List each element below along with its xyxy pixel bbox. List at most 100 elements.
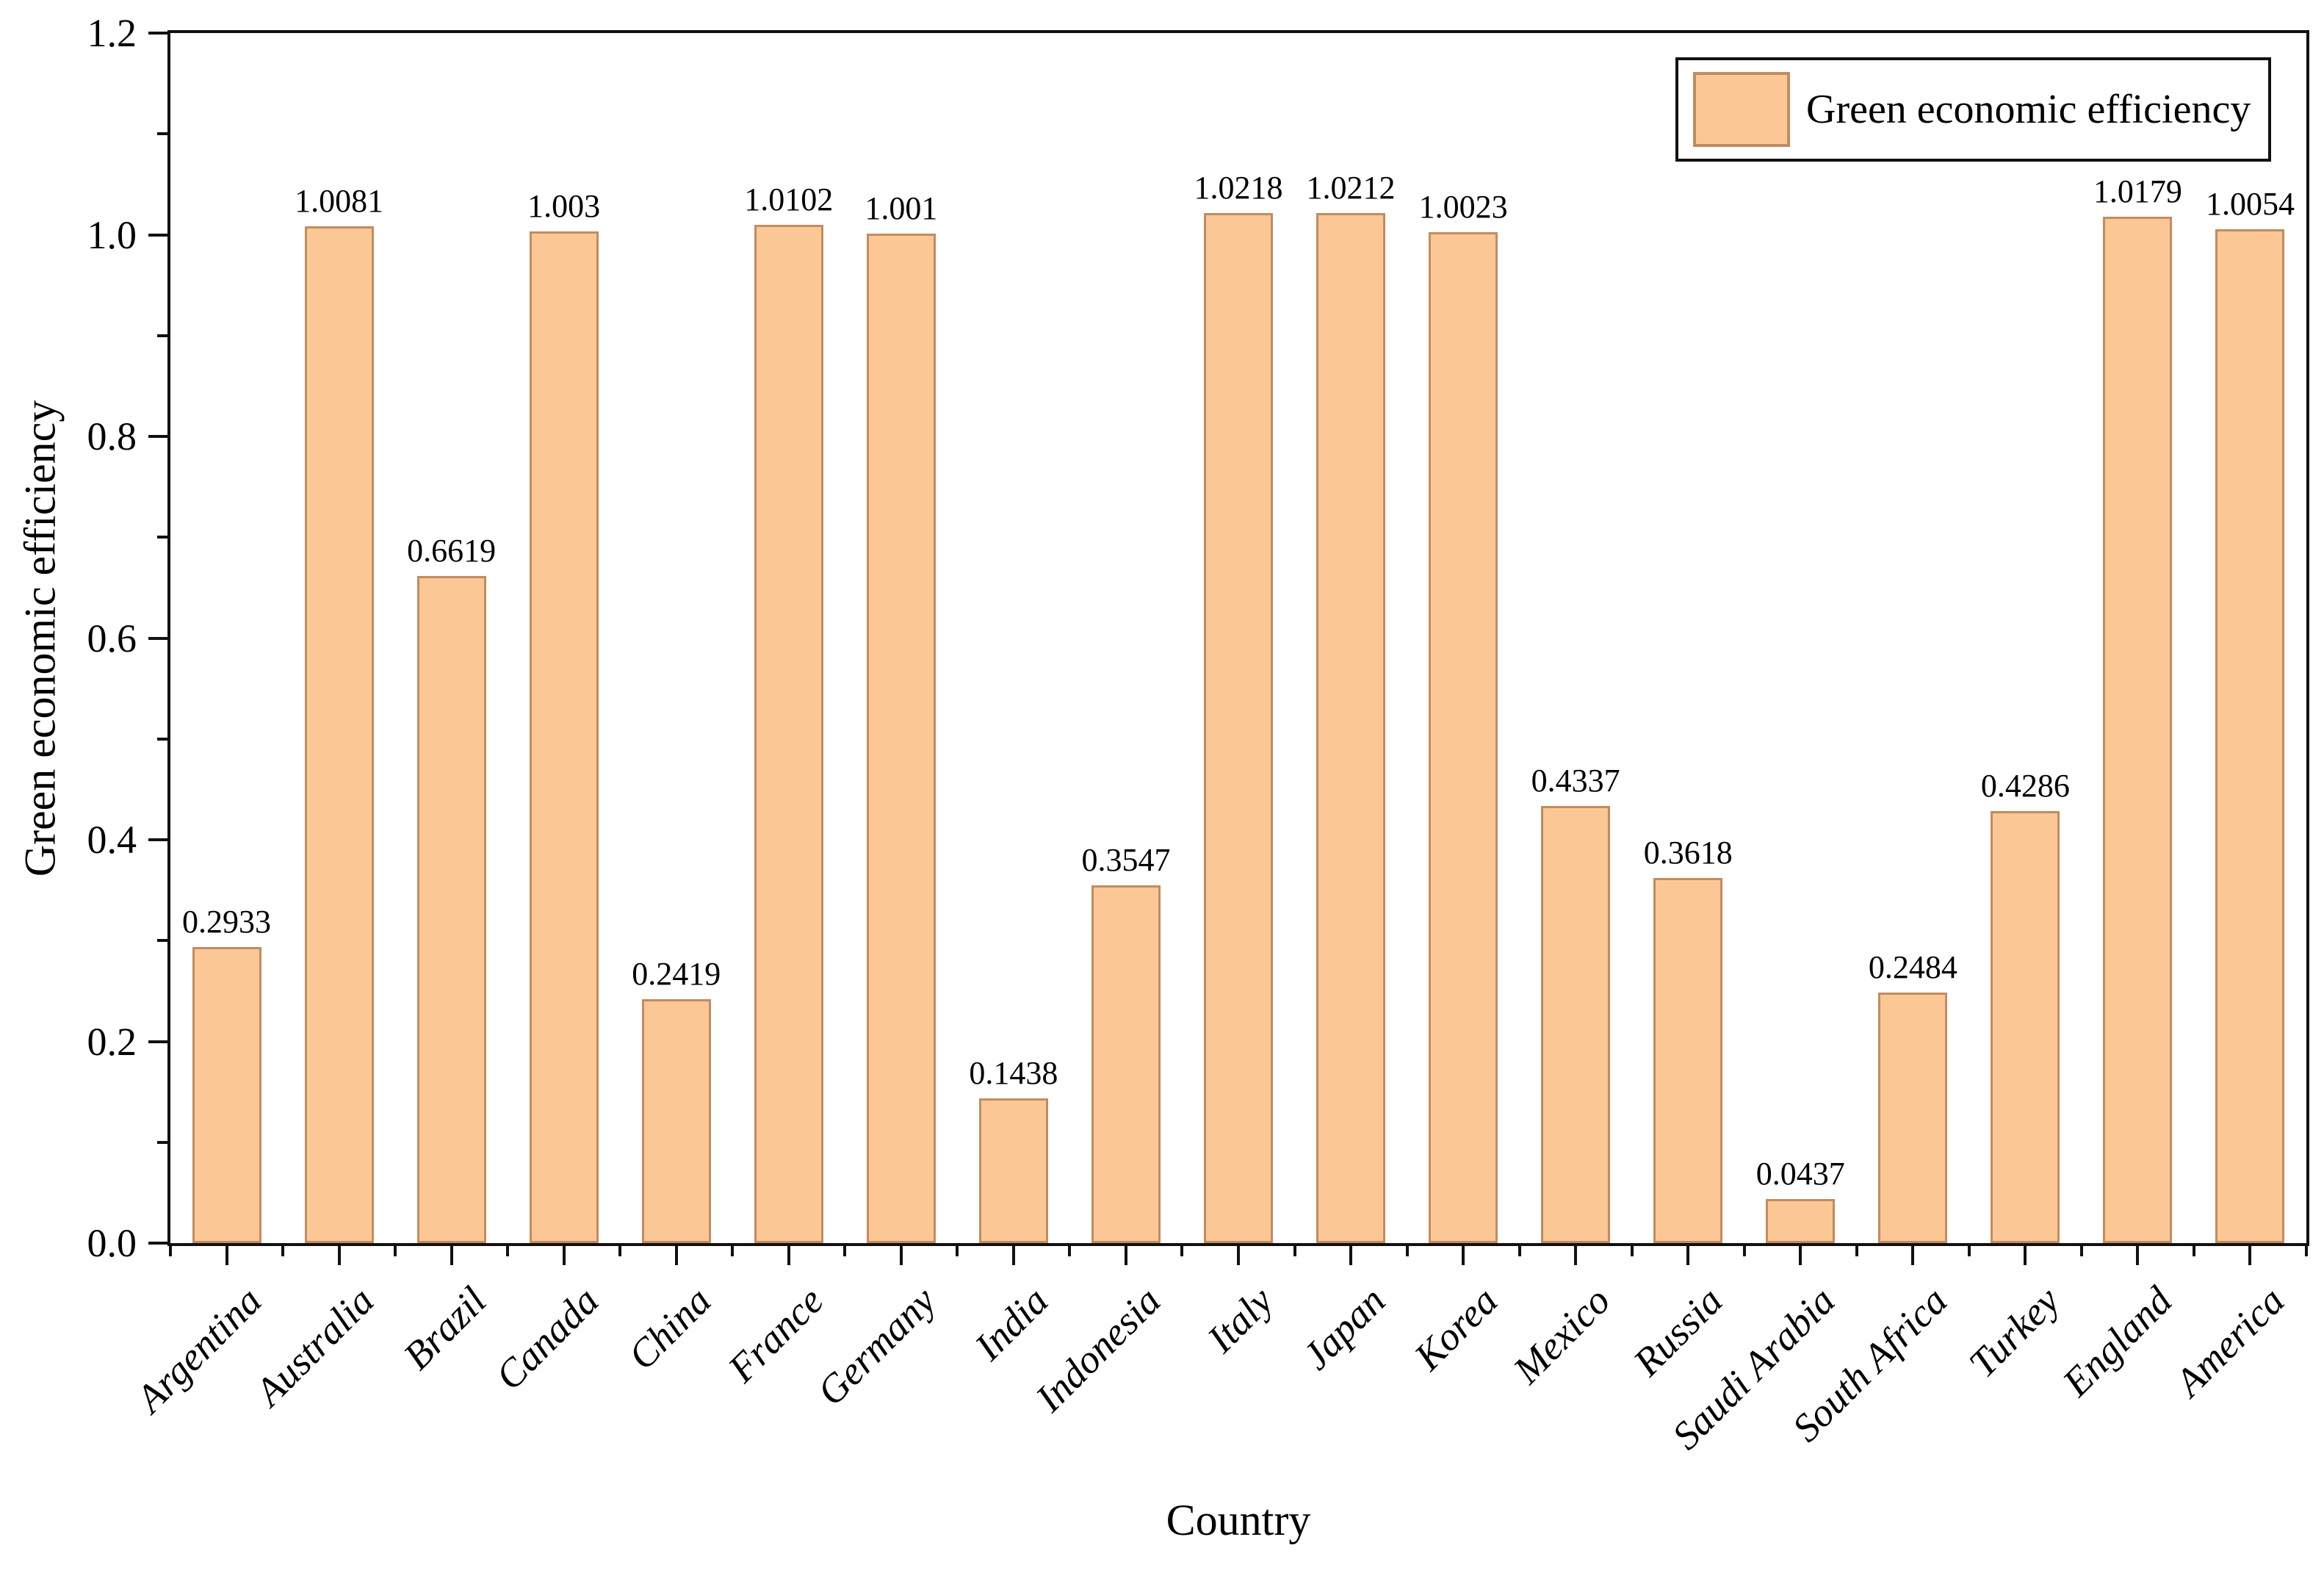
value-label-india: 0.1438	[969, 1054, 1058, 1091]
value-label-russia: 0.3618	[1643, 835, 1733, 871]
x-minor-tick	[169, 1246, 172, 1256]
legend-label: Green economic efficiency	[1806, 87, 2251, 132]
x-minor-tick	[281, 1246, 285, 1256]
x-major-tick-south-africa	[1911, 1246, 1915, 1265]
x-major-tick-america	[2248, 1246, 2252, 1265]
y-tick-label: 0.4	[87, 818, 137, 862]
x-major-tick-india	[1011, 1246, 1015, 1265]
x-major-tick-turkey	[2024, 1246, 2027, 1265]
bar-brazil	[416, 575, 486, 1243]
value-label-italy: 1.0218	[1194, 169, 1283, 206]
y-tick-label: 0.0	[87, 1221, 137, 1265]
y-minor-tick	[157, 939, 167, 943]
x-minor-tick	[1518, 1246, 1521, 1256]
value-label-brazil: 0.6619	[407, 532, 497, 569]
y-tick-label: 0.2	[87, 1019, 137, 1064]
bar-america	[2215, 229, 2285, 1243]
y-major-tick	[148, 435, 167, 438]
x-minor-tick	[506, 1246, 510, 1256]
x-major-tick-australia	[337, 1246, 341, 1265]
bar-korea	[1429, 232, 1498, 1243]
x-major-tick-france	[787, 1246, 790, 1265]
y-major-tick	[148, 1040, 167, 1043]
x-minor-tick	[2079, 1246, 2083, 1256]
bar-canada	[529, 231, 599, 1243]
x-major-tick-mexico	[1574, 1246, 1578, 1265]
x-major-tick-china	[674, 1246, 678, 1265]
y-major-tick	[148, 32, 167, 35]
legend: Green economic efficiency	[1675, 57, 2272, 162]
value-label-south-africa: 0.2484	[1868, 949, 1957, 986]
x-major-tick-indonesia	[1124, 1246, 1127, 1265]
x-minor-tick	[394, 1246, 397, 1256]
legend-swatch	[1693, 72, 1790, 147]
bar-india	[978, 1098, 1048, 1243]
x-axis-title: Country	[1166, 1496, 1311, 1544]
x-minor-tick	[731, 1246, 735, 1256]
y-tick-label: 1.0	[87, 212, 137, 257]
y-minor-tick	[157, 1140, 167, 1144]
bar-argentina	[192, 947, 261, 1243]
bar-england	[2103, 216, 2173, 1243]
value-label-canada: 1.003	[527, 188, 601, 225]
value-label-australia: 1.0081	[295, 183, 384, 220]
value-label-saudi-arabia: 0.0437	[1755, 1156, 1845, 1192]
y-major-tick	[148, 636, 167, 640]
y-minor-tick	[157, 334, 167, 337]
y-minor-tick	[157, 536, 167, 539]
x-major-tick-brazil	[450, 1246, 453, 1265]
bar-mexico	[1541, 805, 1611, 1243]
y-minor-tick	[157, 737, 167, 741]
bar-south-africa	[1878, 993, 1948, 1243]
x-major-tick-canada	[562, 1246, 566, 1265]
bar-france	[754, 224, 823, 1243]
x-minor-tick	[1855, 1246, 1858, 1256]
value-label-mexico: 0.4337	[1531, 762, 1620, 799]
x-minor-tick	[1180, 1246, 1184, 1256]
x-major-tick-england	[2136, 1246, 2140, 1265]
x-major-tick-russia	[1686, 1246, 1690, 1265]
value-label-indonesia: 0.3547	[1081, 842, 1171, 879]
bar-turkey	[1991, 810, 2060, 1243]
value-label-england: 1.0179	[2093, 173, 2182, 209]
value-label-france: 1.0102	[744, 181, 834, 217]
y-axis-title: Green economic efficiency	[15, 400, 65, 876]
bar-indonesia	[1091, 885, 1161, 1243]
x-minor-tick	[1405, 1246, 1409, 1256]
plot-frame	[167, 30, 2309, 1246]
y-tick-label: 0.6	[87, 616, 137, 660]
value-label-china: 0.2419	[632, 955, 721, 992]
bar-germany	[866, 234, 936, 1243]
value-label-america: 1.0054	[2205, 186, 2295, 223]
y-major-tick	[148, 1242, 167, 1245]
bar-australia	[304, 226, 374, 1243]
x-minor-tick	[618, 1246, 622, 1256]
x-major-tick-italy	[1237, 1246, 1240, 1265]
y-tick-label: 0.8	[87, 414, 137, 458]
x-minor-tick	[1293, 1246, 1296, 1256]
x-major-tick-argentina	[225, 1246, 228, 1265]
bar-russia	[1653, 878, 1723, 1243]
value-label-korea: 1.0023	[1418, 189, 1508, 226]
x-minor-tick	[956, 1246, 959, 1256]
value-label-turkey: 0.4286	[1980, 767, 2070, 804]
x-minor-tick	[1630, 1246, 1634, 1256]
y-major-tick	[148, 838, 167, 841]
value-label-argentina: 0.2933	[182, 904, 272, 940]
x-major-tick-saudi-arabia	[1799, 1246, 1802, 1265]
y-major-tick	[148, 233, 167, 237]
x-major-tick-germany	[899, 1246, 903, 1265]
value-label-japan: 1.0212	[1306, 170, 1396, 206]
bar-italy	[1204, 212, 1273, 1243]
value-label-germany: 1.001	[865, 190, 938, 227]
bar-saudi-arabia	[1766, 1199, 1836, 1243]
x-major-tick-japan	[1349, 1246, 1353, 1265]
x-major-tick-korea	[1462, 1246, 1465, 1265]
bar-japan	[1316, 213, 1386, 1243]
bar-china	[641, 998, 711, 1243]
x-minor-tick	[1967, 1246, 1971, 1256]
y-tick-label: 1.2	[87, 11, 137, 55]
x-minor-tick	[843, 1246, 847, 1256]
x-minor-tick	[2192, 1246, 2195, 1256]
